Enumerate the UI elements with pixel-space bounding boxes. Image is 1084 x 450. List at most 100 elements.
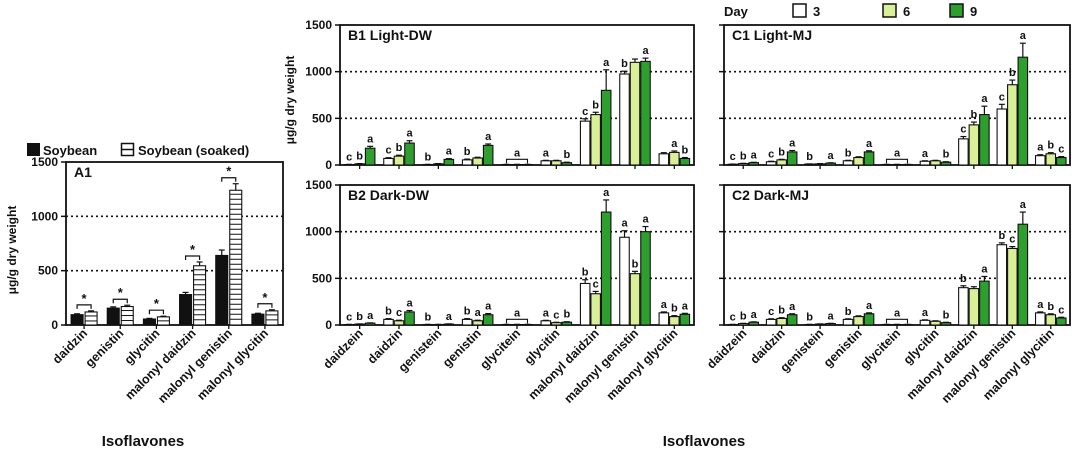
significance-letter: c: [385, 145, 391, 157]
significance-letter: a: [514, 147, 521, 159]
bar-9: [786, 151, 798, 166]
bar-6: [629, 61, 641, 166]
bar-9: [979, 280, 990, 326]
bar-soybean: [142, 318, 156, 326]
bar-3: [958, 287, 969, 326]
significance-letter: b: [778, 146, 785, 158]
y-tick-label: 0: [325, 158, 332, 172]
bar-6: [853, 316, 864, 326]
y-tick-label: 1500: [305, 18, 332, 32]
significance-letter: a: [1020, 30, 1027, 42]
significance-letter: a: [485, 131, 492, 143]
bar-soybean: [251, 313, 265, 326]
significance-letter: b: [424, 151, 431, 163]
significance-letter: b: [998, 230, 1005, 242]
bar-soybean-soaked-: [265, 310, 279, 326]
significance-letter: b: [845, 147, 852, 159]
significance-letter: a: [642, 214, 649, 226]
x-tick-label: glycitein: [857, 326, 903, 372]
legend-day3-swatch: [792, 3, 807, 18]
significance-letter: c: [730, 311, 736, 323]
significance-letter: a: [828, 310, 835, 322]
bar-9: [748, 162, 760, 166]
x-axis-label-a: Isoflavones: [102, 433, 185, 450]
bar-3: [919, 160, 931, 166]
legend-a: Soybean Soybean (soaked): [27, 142, 249, 158]
y-axis-label-a: μg/g dry weight: [5, 206, 19, 295]
significance-letter: b: [740, 310, 747, 322]
bar-3: [461, 159, 473, 166]
significance-letter: c: [1058, 304, 1064, 316]
y-tick-label: 1500: [305, 178, 332, 192]
significance-mark: *: [226, 164, 232, 179]
significance-letter: a: [543, 147, 550, 159]
bar-6: [1007, 84, 1018, 166]
bar-6: [1007, 247, 1018, 326]
significance-letter: a: [894, 147, 901, 159]
bar-9: [748, 321, 760, 326]
significance-letter: a: [406, 298, 413, 310]
bar-6: [776, 159, 787, 166]
bar-9: [825, 162, 836, 166]
bar-6: [968, 288, 980, 326]
significance-bracket: [112, 298, 128, 304]
bar-3: [958, 138, 969, 166]
bar-9: [979, 114, 990, 166]
bar-6: [776, 317, 787, 326]
bar-3: [1034, 155, 1046, 166]
bar-3: [619, 236, 630, 326]
bar-9: [863, 151, 875, 166]
significance-letter: c: [346, 311, 352, 323]
y-tick-label: 500: [312, 271, 332, 285]
significance-letter: b: [356, 311, 363, 323]
y-tick-label: 1000: [305, 65, 332, 79]
x-tick-label: malonyl genistin: [561, 326, 641, 406]
bar-9: [1017, 56, 1029, 166]
significance-letter: b: [806, 311, 813, 323]
bar-9: [640, 60, 651, 166]
legend-soaked-label: Soybean (soaked): [138, 143, 249, 158]
significance-letter: a: [446, 146, 453, 158]
bar-6: [472, 320, 483, 326]
bar-3: [996, 108, 1008, 166]
significance-letter: c: [768, 148, 774, 160]
bar-soybean-soaked-: [229, 189, 243, 326]
significance-letter: b: [943, 149, 950, 161]
bar-9: [443, 158, 455, 166]
bar-3: [765, 318, 777, 326]
bar-3: [842, 318, 854, 326]
legend-soybean-label: Soybean: [43, 143, 97, 158]
bar-3: [919, 319, 931, 326]
significance-letter: a: [1037, 299, 1044, 311]
x-tick-label: genistin: [440, 326, 484, 370]
significance-letter: a: [922, 148, 929, 160]
significance-letter: b: [464, 146, 471, 158]
significance-letter: c: [1058, 144, 1064, 156]
significance-letter: a: [789, 138, 796, 150]
significance-letter: a: [751, 309, 758, 321]
significance-letter: b: [424, 311, 431, 323]
bar-6: [930, 160, 941, 166]
significance-bracket: [257, 303, 273, 308]
bar-6: [669, 316, 680, 326]
letter-bracket: [885, 158, 909, 164]
panel-title: B2 Dark-DW: [348, 187, 430, 203]
significance-letter: c: [593, 278, 599, 290]
bar-soybean-soaked-: [84, 311, 98, 326]
panels: 050010001500A1*daidzin*genistin*glycitin…: [31, 18, 1071, 406]
y-tick-label: 0: [51, 318, 58, 332]
panel-title: C1 Light-MJ: [732, 27, 812, 43]
bar-6: [1045, 153, 1057, 166]
legend-soybean-swatch: [27, 143, 40, 156]
bar-6: [551, 160, 562, 166]
y-tick-label: 500: [38, 264, 58, 278]
significance-letter: a: [603, 57, 610, 69]
x-tick-label: genistin: [83, 326, 127, 370]
significance-letter: a: [621, 218, 628, 230]
bar-9: [482, 314, 494, 326]
significance-bracket: [76, 304, 92, 309]
significance-bracket: [184, 255, 201, 260]
bar-3: [461, 318, 473, 326]
